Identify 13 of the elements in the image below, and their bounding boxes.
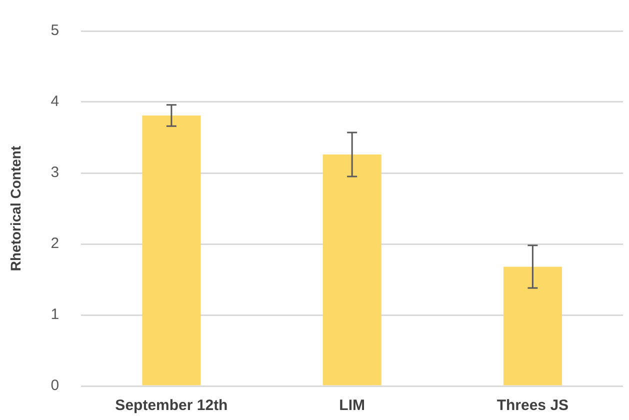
y-tick-label: 4 (50, 93, 60, 110)
y-tick-label: 3 (50, 164, 60, 182)
x-tick-label: Threes JS (496, 397, 569, 414)
y-tick-label: 2 (50, 235, 60, 252)
x-tick-label: LIM (339, 397, 365, 414)
x-tick-label: September 12th (115, 397, 228, 414)
y-tick-label: 5 (50, 22, 60, 40)
y-tick-label: 1 (50, 306, 60, 324)
bar (142, 115, 201, 386)
y-tick-label: 0 (50, 377, 60, 394)
bar (322, 154, 382, 386)
bar (503, 266, 562, 386)
y-axis-title: Rhetorical Content (7, 146, 24, 272)
